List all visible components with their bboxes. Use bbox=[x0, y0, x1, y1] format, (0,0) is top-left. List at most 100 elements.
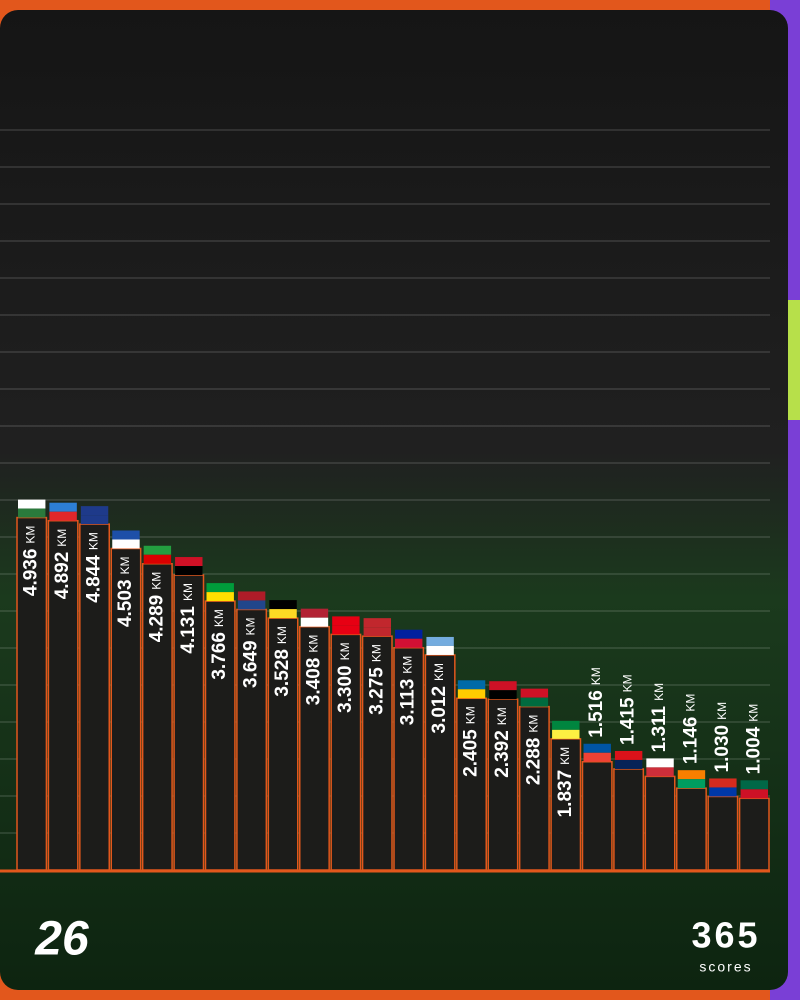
flag-part bbox=[269, 609, 297, 619]
bar bbox=[550, 738, 582, 871]
flag-part bbox=[520, 697, 549, 707]
value-number: 3.528 bbox=[272, 649, 293, 697]
value-unit: KM bbox=[87, 532, 101, 550]
value-unit: KM bbox=[746, 704, 760, 722]
flag-part bbox=[457, 680, 486, 690]
flag-part bbox=[300, 608, 329, 618]
flag-part bbox=[646, 758, 674, 768]
value-number: 3.300 bbox=[335, 665, 356, 713]
flag-part bbox=[18, 499, 46, 509]
flag-part bbox=[18, 508, 46, 518]
flag bbox=[269, 600, 297, 619]
value-label: 1.837 KM bbox=[555, 747, 576, 818]
value-label: 4.936 KM bbox=[21, 526, 42, 597]
value-unit: KM bbox=[244, 617, 258, 635]
value-label: 4.503 KM bbox=[115, 556, 136, 627]
flag-part bbox=[49, 502, 77, 512]
bar bbox=[456, 697, 488, 871]
plot: 4.936KM4.892KM4.844KM4.503KM4.289KM4.131… bbox=[16, 499, 770, 871]
flag-part bbox=[237, 591, 266, 601]
flag bbox=[740, 780, 768, 799]
flag-part bbox=[395, 629, 423, 639]
value-number: 3.766 bbox=[209, 632, 230, 680]
value-unit: KM bbox=[527, 715, 541, 733]
value-label: 4.892 KM bbox=[52, 529, 73, 600]
flag-part bbox=[677, 770, 706, 780]
value-label: 4.289 KM bbox=[146, 572, 167, 643]
value-number: 2.288 bbox=[523, 738, 544, 786]
value-unit: KM bbox=[55, 529, 69, 547]
value-label: 1.415 KM bbox=[618, 674, 639, 745]
flag-part bbox=[583, 752, 611, 762]
flag-part bbox=[49, 511, 77, 521]
flag-part bbox=[112, 539, 140, 549]
value-number: 4.844 bbox=[84, 555, 105, 603]
flag bbox=[363, 618, 391, 637]
value-number: 4.289 bbox=[146, 595, 167, 643]
flag bbox=[614, 750, 643, 769]
value-label: 4.844 KM bbox=[84, 532, 105, 603]
value-label: 3.275 KM bbox=[366, 644, 387, 715]
flag-part bbox=[520, 688, 549, 698]
flag-part bbox=[175, 557, 203, 567]
brand-logo: 365 bbox=[691, 915, 760, 956]
flag-part bbox=[143, 545, 172, 555]
value-label: 3.649 KM bbox=[241, 617, 262, 688]
value-number: 1.030 bbox=[712, 725, 733, 773]
flag-part bbox=[677, 779, 706, 789]
flag-part bbox=[175, 566, 203, 576]
flag-part bbox=[614, 759, 643, 769]
value-number: 4.131 bbox=[178, 606, 199, 654]
flag bbox=[80, 506, 109, 525]
flag-part bbox=[489, 681, 517, 691]
value-unit: KM bbox=[684, 694, 698, 712]
flag-part bbox=[709, 787, 737, 797]
flag-part bbox=[143, 554, 172, 564]
value-label: 4.131 KM bbox=[178, 583, 199, 654]
value-label: 1.030 KM bbox=[712, 702, 733, 773]
flag-part bbox=[206, 592, 234, 602]
bar bbox=[361, 635, 393, 871]
value-number: 4.936 bbox=[21, 549, 42, 597]
flag-part bbox=[300, 617, 329, 627]
bar bbox=[330, 633, 362, 871]
value-label: 3.113 KM bbox=[398, 656, 419, 726]
flag bbox=[646, 758, 674, 777]
value-unit: KM bbox=[24, 526, 38, 544]
bar bbox=[47, 519, 79, 871]
value-number: 1.146 bbox=[680, 717, 701, 765]
flag-part bbox=[552, 720, 580, 730]
flag bbox=[520, 688, 549, 707]
value-number: 3.275 bbox=[366, 667, 387, 715]
value-unit: KM bbox=[275, 626, 289, 644]
flag-part bbox=[112, 530, 140, 540]
value-number: 3.649 bbox=[241, 640, 262, 688]
flag-part bbox=[426, 645, 454, 655]
flag-part bbox=[489, 690, 517, 700]
flag-part bbox=[332, 616, 360, 626]
value-unit: KM bbox=[212, 609, 226, 627]
bar bbox=[518, 705, 550, 871]
flag-part bbox=[646, 767, 674, 777]
value-number: 4.892 bbox=[52, 552, 73, 600]
bar bbox=[613, 768, 645, 871]
flag bbox=[489, 681, 517, 700]
flag-part bbox=[80, 515, 109, 525]
value-label: 3.012 KM bbox=[429, 663, 450, 734]
value-unit: KM bbox=[589, 667, 603, 685]
value-unit: KM bbox=[621, 674, 635, 692]
flag-part bbox=[237, 600, 266, 610]
flag-part bbox=[457, 689, 486, 699]
bar bbox=[738, 797, 770, 871]
value-number: 2.405 bbox=[461, 729, 482, 777]
flag-part bbox=[80, 506, 109, 516]
value-label: 3.300 KM bbox=[335, 642, 356, 713]
event-logo: 26 bbox=[34, 913, 89, 966]
brand-subtitle: scores bbox=[699, 959, 752, 975]
value-unit: KM bbox=[181, 583, 195, 601]
flag-part bbox=[363, 618, 391, 628]
value-label: 2.405 KM bbox=[461, 706, 482, 777]
frame-accent bbox=[785, 300, 800, 420]
value-label: 2.392 KM bbox=[492, 707, 513, 778]
